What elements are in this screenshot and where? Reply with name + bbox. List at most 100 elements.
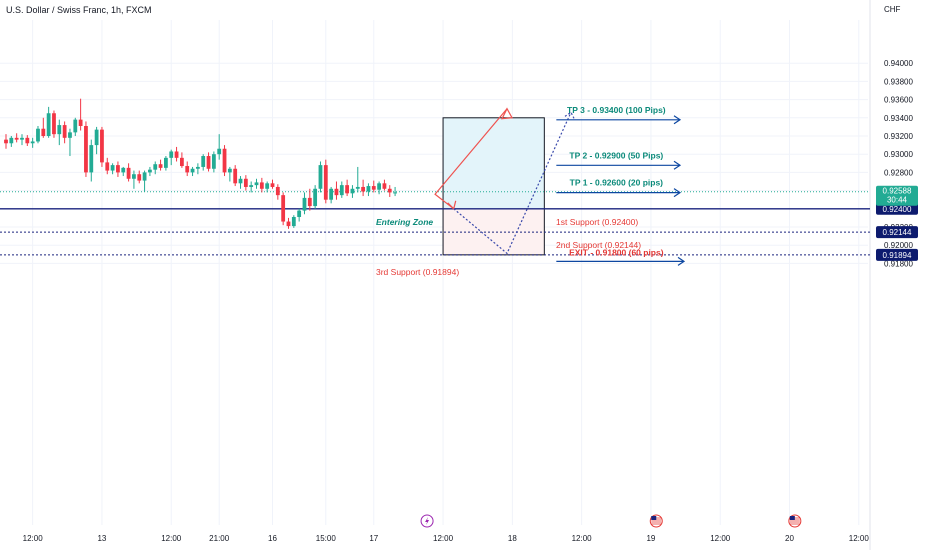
candle-body [350,188,355,194]
y-tick-label: 0.92000 [884,241,913,250]
candle-body [371,186,376,190]
candle-body [9,137,14,144]
y-tick-label: 0.93200 [884,132,913,141]
candle-body [110,165,115,171]
candle-body [355,186,360,189]
candle-body [339,185,344,196]
support-price-badge-text: 0.91894 [883,251,912,260]
candle-body [222,148,227,173]
candle-body [318,165,323,189]
projection-arrow-solid [434,108,508,210]
candle-body [227,168,232,173]
candle-body [291,216,296,227]
candle-body [377,183,381,190]
candle-body [41,128,46,136]
x-tick-label: 21:00 [209,534,230,543]
candle-body [174,151,179,158]
candle-body [105,162,110,171]
target-label: TP 2 - 0.92900 (50 Pips) [569,150,663,160]
x-tick-label: 16 [268,534,277,543]
entering-zone-label: Entering Zone [376,217,433,227]
target-arrowhead [673,160,682,170]
candle-body [393,192,397,194]
candle-body [116,165,120,173]
y-tick-label: 0.93800 [884,77,913,86]
support-price-badge-text: 0.92400 [883,205,912,214]
target-label: TP 3 - 0.93400 (100 Pips) [567,105,666,115]
target-arrowhead [673,115,682,125]
us-flag-icon[interactable] [788,514,802,528]
candle-body [36,128,40,142]
target-arrowhead [673,188,682,198]
grid-layer: 0.94000 0.93800 0.93600 0.93400 0.93200 0.930… [0,20,913,543]
lightning-event-icon[interactable] [420,514,434,528]
axis-currency-label: CHF [884,5,901,14]
candle-body [30,141,35,144]
candle-body [286,221,291,227]
x-tick-label: 12:00 [572,534,593,543]
candle-body [382,183,387,189]
x-tick-label: 12:00 [161,534,182,543]
second-support-label: 2nd Support (0.92144) [556,240,641,250]
candle-body [14,137,19,140]
x-tick-label: 20 [785,534,794,543]
candle-body [153,164,158,170]
candle-body [254,182,259,186]
candle-body [185,166,190,173]
y-tick-label: 0.93400 [884,114,913,123]
candle-body [211,154,216,169]
third-support-label: 3rd Support (0.91894) [376,267,459,277]
candle-body [137,174,142,181]
candle-body [57,125,62,135]
y-tick-label: 0.92800 [884,168,913,177]
candle-body [62,125,67,138]
us-flag-icon[interactable] [649,514,663,528]
candle-body [265,183,270,189]
candle-body [329,188,334,200]
current-price-badge [876,185,918,206]
candle-body [206,156,211,169]
candle-body [126,167,131,179]
candle-body [148,169,152,173]
y-tick-label: 0.93600 [884,96,913,105]
candle-body [281,195,286,222]
projection-path-dotted [453,112,572,255]
x-tick-label: 12:00 [23,534,44,543]
exit-label: EXIT - 0.91800 (60 pips) [569,247,664,257]
candle-body [68,132,72,138]
x-tick-label: 15:00 [316,534,337,543]
support-price-badge [876,226,918,239]
candle-body [20,137,24,140]
profit-zone [443,117,545,209]
candle-body [169,151,174,158]
current-price-text: 0.92588 [883,187,912,196]
candle-body [84,125,88,173]
chart-title: U.S. Dollar / Swiss Franc, 1h, FXCM [6,5,152,15]
x-tick-label: 12:00 [433,534,454,543]
candle-body [275,186,280,196]
candle-body [89,145,94,173]
y-tick-label: 0.91800 [884,259,913,268]
candle-body [164,157,168,168]
candle-body [78,119,83,126]
candle-body [25,137,30,144]
candle-body [4,139,8,144]
candle-body [195,166,200,169]
candle-body [297,210,302,217]
candle-body [249,185,254,187]
candle-body [179,157,184,167]
candle-body [270,183,275,187]
candle-body [238,178,243,184]
x-tick-label: 12:00 [710,534,731,543]
candle-body [217,148,222,155]
candle-body [361,186,366,192]
countdown-text: 30:44 [887,196,908,205]
support-price-badge [876,202,918,215]
candle-body [52,113,56,135]
candles-layer [4,98,397,229]
candle-body [46,113,51,136]
y-tick-label: 0.93000 [884,150,913,159]
exit-arrowhead [677,256,686,266]
